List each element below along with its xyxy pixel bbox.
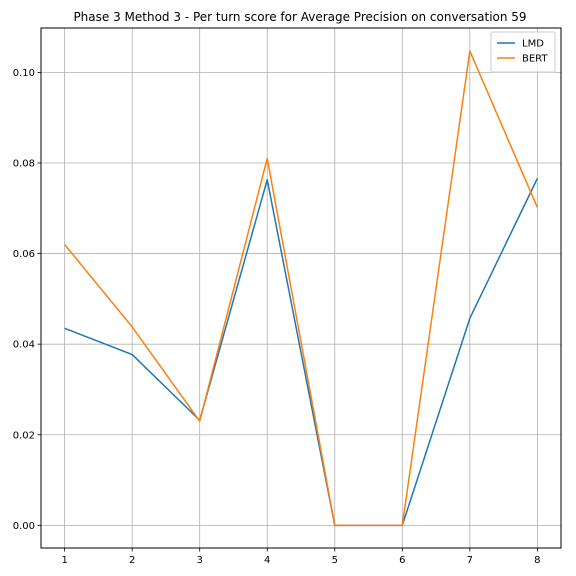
y-tick-label: 0.10 (13, 68, 35, 79)
y-tick-label: 0.06 (13, 249, 35, 260)
y-tick-label: 0.04 (13, 340, 35, 351)
y-tick-label: 0.00 (13, 521, 35, 532)
legend: LMD BERT (490, 31, 556, 73)
series-line-bert (64, 50, 539, 527)
x-tick-label: 3 (197, 555, 203, 566)
y-tick-label: 0.02 (13, 430, 35, 441)
legend-label-bert: BERT (522, 54, 548, 65)
legend-box (490, 31, 556, 73)
y-tick-label: 0.08 (13, 158, 35, 169)
x-tick-label: 4 (264, 555, 270, 566)
tick-layer: 1 2 3 4 5 6 7 8 0.00 0.02 0.04 0.06 0.08 0.10 (13, 68, 541, 566)
x-tick-label: 8 (534, 555, 540, 566)
plot-area-frame (40, 27, 562, 549)
x-tick-label: 1 (61, 555, 67, 566)
chart-title: Phase 3 Method 3 - Per turn score for Av… (73, 10, 526, 24)
legend-label-lmd: LMD (522, 39, 544, 50)
x-tick-label: 7 (467, 555, 473, 566)
x-tick-label: 2 (129, 555, 135, 566)
x-tick-label: 5 (332, 555, 338, 566)
x-tick-label: 6 (399, 555, 405, 566)
series-layer (64, 50, 539, 527)
series-line-lmd (64, 178, 539, 527)
